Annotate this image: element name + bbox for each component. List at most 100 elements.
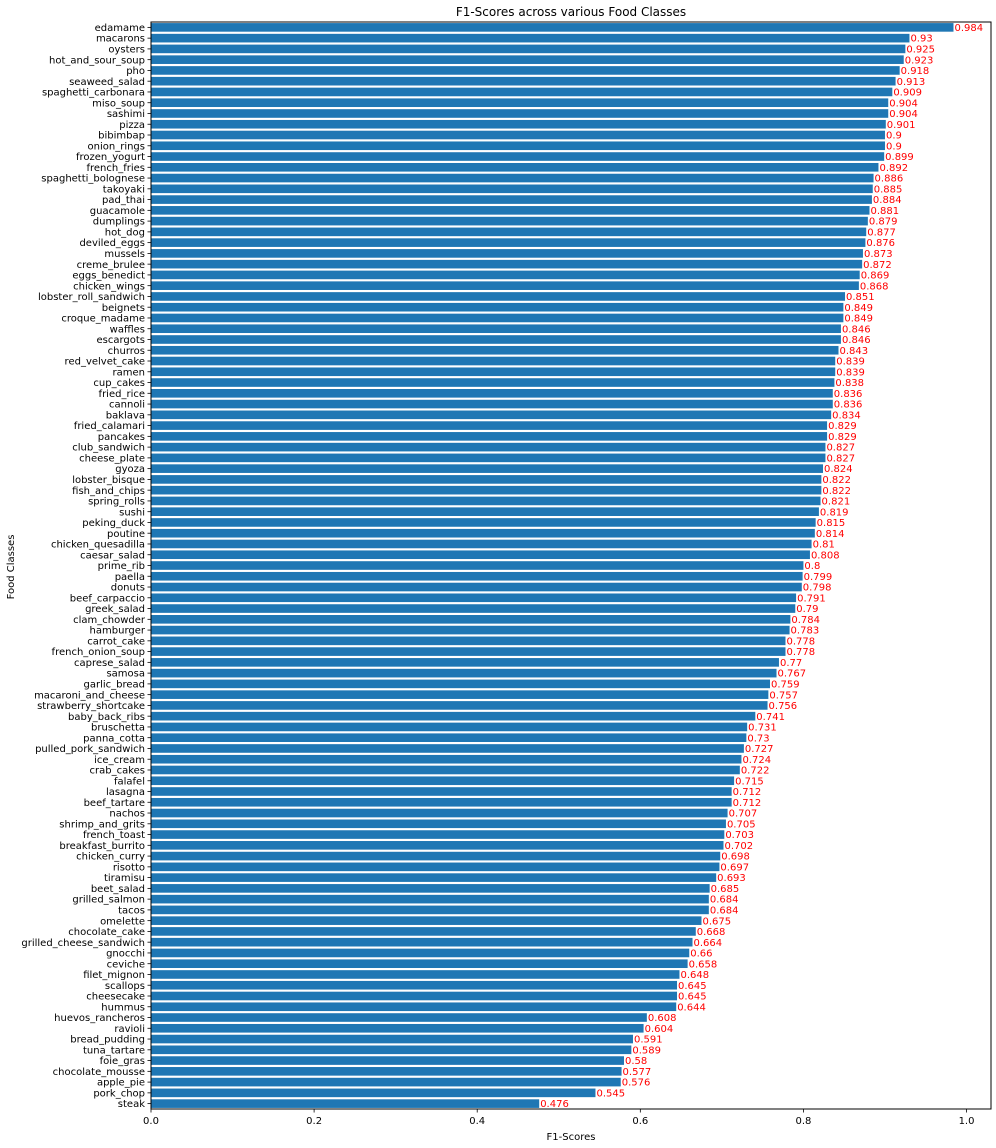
bar bbox=[151, 55, 904, 64]
bar bbox=[151, 679, 770, 689]
value-label: 0.836 bbox=[834, 400, 863, 411]
bar bbox=[151, 249, 863, 258]
value-label: 0.873 bbox=[864, 249, 893, 260]
bar bbox=[151, 1034, 633, 1044]
bar bbox=[151, 1077, 621, 1087]
bar bbox=[151, 765, 740, 775]
x-axis-title: F1-Scores bbox=[547, 1132, 596, 1143]
bar bbox=[151, 701, 768, 710]
value-label: 0.727 bbox=[745, 744, 774, 755]
value-label: 0.839 bbox=[836, 367, 865, 378]
y-tick-label: guacamole bbox=[90, 206, 145, 217]
bar bbox=[151, 421, 828, 430]
y-tick-label: gnocchi bbox=[106, 949, 145, 960]
bar bbox=[151, 539, 812, 549]
value-label: 0.545 bbox=[596, 1088, 625, 1099]
value-label: 0.9 bbox=[886, 131, 902, 142]
value-label: 0.834 bbox=[832, 410, 861, 421]
bar bbox=[151, 819, 726, 829]
value-label: 0.791 bbox=[797, 593, 826, 604]
value-label: 0.798 bbox=[803, 583, 832, 594]
plot-frame bbox=[150, 21, 992, 1110]
bar bbox=[151, 76, 896, 86]
bar bbox=[151, 927, 696, 936]
value-label: 0.648 bbox=[680, 970, 709, 981]
value-label: 0.892 bbox=[879, 163, 908, 174]
y-tick-label: chocolate_mousse bbox=[53, 1067, 145, 1078]
bar bbox=[151, 227, 867, 237]
x-tick-label: 0.0 bbox=[143, 1116, 159, 1127]
y-tick-label: club_sandwich bbox=[72, 443, 145, 454]
y-tick-label: prime_rib bbox=[98, 561, 145, 572]
value-label: 0.808 bbox=[811, 550, 840, 561]
bar bbox=[151, 916, 702, 925]
bar bbox=[151, 173, 874, 183]
y-tick-label: dumplings bbox=[93, 217, 145, 228]
bar bbox=[151, 313, 844, 323]
y-tick-label: pho bbox=[126, 66, 145, 77]
value-label: 0.577 bbox=[623, 1067, 652, 1078]
y-tick-label: risotto bbox=[113, 862, 145, 873]
value-label: 0.881 bbox=[870, 206, 899, 217]
value-label: 0.684 bbox=[710, 895, 739, 906]
y-tick-label: creme_brulee bbox=[77, 260, 145, 271]
bar bbox=[151, 615, 791, 624]
y-tick-label: mussels bbox=[104, 249, 145, 260]
value-label: 0.693 bbox=[717, 873, 746, 884]
value-label: 0.829 bbox=[828, 421, 857, 432]
y-tick-label: pancakes bbox=[98, 432, 145, 443]
value-label: 0.839 bbox=[836, 357, 865, 368]
y-tick-label: beef_carpaccio bbox=[70, 593, 145, 604]
y-tick-label: french_onion_soup bbox=[52, 647, 145, 658]
bar bbox=[151, 44, 906, 54]
y-tick-label: hot_dog bbox=[105, 227, 145, 238]
y-tick-label: poutine bbox=[107, 529, 145, 540]
y-tick-label: french_fries bbox=[86, 163, 145, 174]
bar bbox=[151, 367, 836, 377]
y-tick-label: gyoza bbox=[115, 464, 145, 475]
bar bbox=[151, 23, 954, 32]
value-label: 0.658 bbox=[689, 959, 718, 970]
y-tick-label: steak bbox=[118, 1099, 145, 1110]
y-tick-label: ramen bbox=[113, 367, 145, 378]
bar bbox=[151, 109, 889, 118]
bar bbox=[151, 485, 822, 495]
value-label: 0.741 bbox=[756, 712, 785, 723]
value-label: 0.872 bbox=[863, 260, 892, 271]
bar bbox=[151, 1045, 632, 1055]
bar bbox=[151, 98, 889, 108]
bar bbox=[151, 948, 690, 958]
y-tick-label: pad_thai bbox=[102, 195, 145, 206]
bar bbox=[151, 206, 870, 215]
y-tick-label: ravioli bbox=[114, 1024, 145, 1035]
y-tick-label: chicken_quesadilla bbox=[51, 540, 145, 551]
y-tick-label: beet_salad bbox=[91, 884, 145, 895]
y-tick-label: spaghetti_carbonara bbox=[42, 88, 145, 99]
value-label: 0.821 bbox=[822, 497, 851, 508]
value-label: 0.73 bbox=[747, 733, 769, 744]
value-label: 0.757 bbox=[769, 690, 798, 701]
bar bbox=[151, 905, 709, 915]
bar bbox=[151, 1056, 625, 1065]
value-label: 0.707 bbox=[729, 809, 758, 820]
y-tick-label: ice_cream bbox=[94, 755, 145, 766]
bar bbox=[151, 604, 796, 613]
y-tick-label: croque_madame bbox=[61, 314, 145, 325]
y-tick-label: hamburger bbox=[90, 626, 146, 637]
value-label: 0.712 bbox=[733, 787, 762, 798]
y-tick-label: clam_chowder bbox=[73, 615, 146, 626]
y-tick-label: macaroni_and_cheese bbox=[34, 690, 145, 701]
y-tick-label: cheesecake bbox=[86, 992, 145, 1003]
x-tick-label: 0.4 bbox=[469, 1116, 485, 1127]
value-label: 0.476 bbox=[540, 1099, 569, 1110]
y-tick-label: apple_pie bbox=[97, 1078, 145, 1089]
value-label: 0.815 bbox=[817, 518, 846, 529]
bar bbox=[151, 582, 802, 592]
y-tick-label: tuna_tartare bbox=[83, 1045, 145, 1056]
value-label: 0.869 bbox=[861, 271, 890, 282]
bar bbox=[151, 66, 900, 75]
value-label: 0.836 bbox=[834, 389, 863, 400]
y-tick-label: nachos bbox=[109, 809, 145, 820]
bar bbox=[151, 1002, 677, 1012]
value-label: 0.589 bbox=[632, 1045, 661, 1056]
